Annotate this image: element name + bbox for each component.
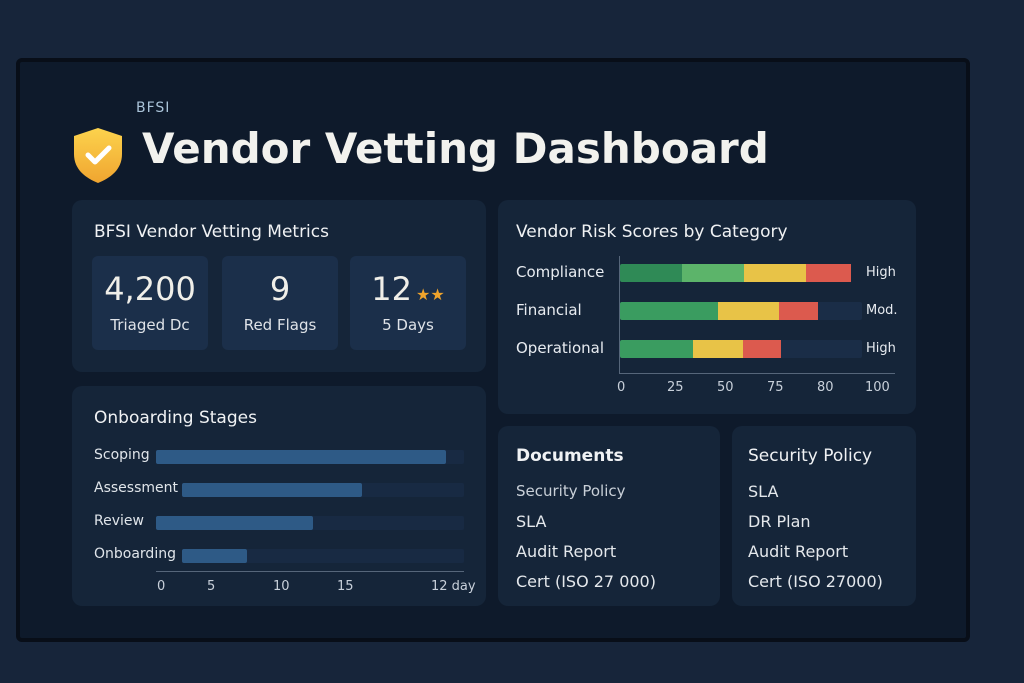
x-tick-label: 15	[337, 579, 354, 594]
metric-red-flags: 9 Red Flags	[222, 256, 338, 350]
risk-category-label: Financial	[516, 301, 582, 319]
document-item[interactable]: Cert (ISO 27 000)	[516, 572, 656, 591]
risk-segment	[620, 340, 694, 358]
x-tick-label: 5	[207, 579, 216, 594]
stage-label: Onboarding	[94, 546, 176, 562]
risk-scores-card: Vendor Risk Scores by Category Complianc…	[498, 200, 916, 414]
security-policy-card: Security Policy SLA DR Plan Audit Report…	[732, 426, 916, 606]
risk-segment	[743, 340, 782, 358]
page-title: Vendor Vetting Dashboard	[142, 124, 769, 173]
x-tick-label: 100	[865, 380, 890, 395]
document-item[interactable]: Audit Report	[516, 542, 617, 561]
x-axis	[156, 571, 464, 572]
shield-check-icon	[74, 128, 122, 183]
stage-bar-onboarding	[182, 549, 464, 563]
policy-item[interactable]: DR Plan	[748, 512, 811, 531]
metric-days: 12 ★★ 5 Days	[350, 256, 466, 350]
x-tick-label: 25	[667, 380, 684, 395]
stage-label: Scoping	[94, 447, 150, 463]
stage-label: Review	[94, 513, 144, 529]
risk-segment	[620, 302, 719, 320]
x-tick-label: 50	[717, 380, 734, 395]
stage-bar-assessment	[182, 483, 464, 497]
risk-level-tag: High	[866, 265, 896, 280]
policy-item[interactable]: Cert (ISO 27000)	[748, 572, 883, 591]
metrics-title: BFSI Vendor Vetting Metrics	[94, 222, 329, 242]
risk-segment	[681, 264, 744, 282]
stage-bar-fill	[182, 483, 363, 497]
risk-segment	[718, 302, 779, 320]
onboarding-card: Onboarding Stages Scoping Assessment Revie…	[72, 386, 486, 606]
x-tick-label: 75	[767, 380, 784, 395]
metric-value: 9	[269, 270, 291, 308]
stage-label: Assessment	[94, 480, 178, 496]
policy-title: Security Policy	[748, 446, 873, 466]
stage-bar-review	[156, 516, 464, 530]
risk-segment	[743, 264, 806, 282]
header-subtitle: BFSI	[136, 100, 171, 116]
metric-triaged: 4,200 Triaged Dc	[92, 256, 208, 350]
onboarding-title: Onboarding Stages	[94, 408, 257, 428]
metrics-card: BFSI Vendor Vetting Metrics 4,200 Triage…	[72, 200, 486, 372]
x-axis	[619, 373, 895, 374]
policy-item[interactable]: Audit Report	[748, 542, 849, 561]
y-axis	[619, 256, 620, 374]
dashboard-screen: BFSI Vendor Vetting Dashboard BFSI Vendo…	[16, 58, 970, 642]
documents-card: Documents Security Policy SLA Audit Repo…	[498, 426, 720, 606]
document-item[interactable]: Security Policy	[516, 482, 626, 500]
risk-bar-financial	[620, 302, 862, 320]
risk-segment	[805, 264, 852, 282]
x-tick-label: 0	[157, 579, 166, 594]
stage-bar-fill	[182, 549, 247, 563]
metric-label: Red Flags	[243, 316, 317, 334]
metric-label: 5 Days	[382, 316, 434, 334]
metric-label: Triaged Dc	[110, 316, 190, 334]
risk-segment	[778, 302, 818, 320]
metric-value: 4,200	[104, 270, 196, 308]
x-tick-label: 12 day	[431, 579, 476, 594]
risk-level-tag: Mod.	[866, 303, 898, 318]
risk-segment	[693, 340, 744, 358]
policy-item[interactable]: SLA	[748, 482, 779, 501]
risk-segment	[620, 264, 682, 282]
star-icon: ★★	[416, 285, 445, 304]
risk-bar-operational	[620, 340, 862, 358]
risk-category-label: Compliance	[516, 263, 605, 281]
x-tick-label: 10	[273, 579, 290, 594]
stage-bar-fill	[156, 516, 314, 530]
risk-category-label: Operational	[516, 339, 605, 357]
x-tick-label: 0	[617, 380, 626, 395]
risk-bar-compliance	[620, 264, 862, 282]
stage-bar-fill	[156, 450, 446, 464]
stage-bar-scoping	[156, 450, 464, 464]
metric-value: 12	[371, 270, 413, 308]
risk-level-tag: High	[866, 341, 896, 356]
x-tick-label: 80	[817, 380, 834, 395]
document-item[interactable]: SLA	[516, 512, 547, 531]
documents-title: Documents	[516, 446, 624, 466]
risk-chart-title: Vendor Risk Scores by Category	[516, 222, 788, 242]
